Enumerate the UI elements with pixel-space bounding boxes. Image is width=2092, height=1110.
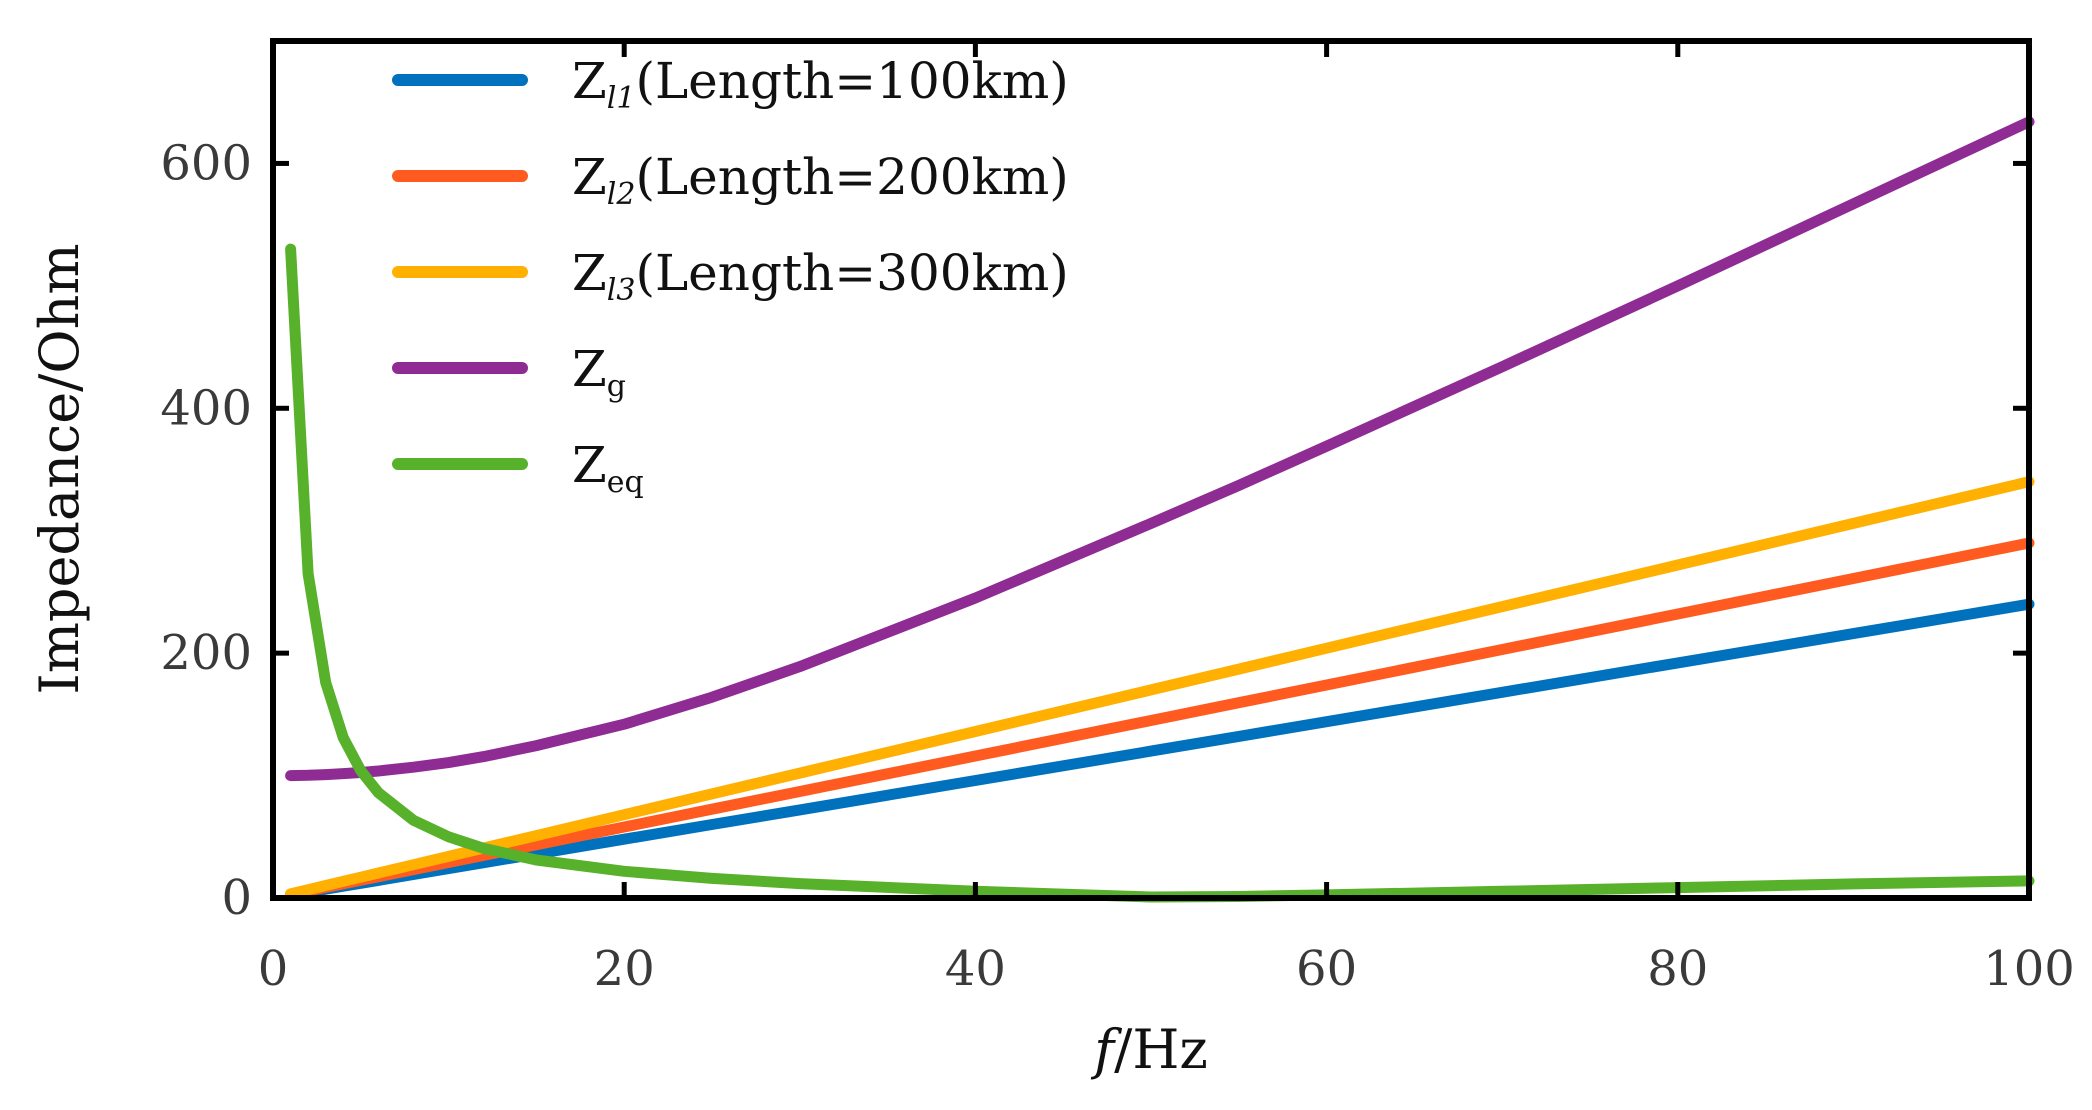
x-axis-label: f/Hz [1090,1018,1208,1081]
x-tick-label-40: 40 [945,941,1006,997]
series-line-l3 [285,476,2035,900]
tick-layer: 0 20 40 60 80 100 0 200 400 600 [160,41,2075,997]
legend-label-l3: Zl3(Length=300km) [572,244,1069,308]
series-line-l1 [285,598,2035,901]
y-tick-label-400: 400 [160,380,252,436]
x-tick-label-60: 60 [1296,941,1357,997]
series-line-eq [285,243,2035,903]
series-line-g [285,116,2035,782]
x-tick-label-20: 20 [594,941,655,997]
series-layer [285,116,2035,903]
legend: Zl1(Length=100km) Zl2(Length=200km) Zl3(Le… [392,52,1069,500]
x-tick-label-0: 0 [258,941,289,997]
y-tick-label-200: 200 [160,625,252,681]
y-tick-label-600: 600 [160,135,252,191]
legend-label-g: Zg [572,340,626,404]
x-tick-label-80: 80 [1647,941,1708,997]
plot-frame [270,38,2032,901]
legend-label-eq: Zeq [572,436,644,500]
series-line-l2 [285,537,2035,900]
y-tick-label-0: 0 [221,870,252,926]
legend-label-l1: Zl1(Length=100km) [572,52,1069,116]
y-axis-label: Impedance/Ohm [28,243,91,694]
legend-label-l2: Zl2(Length=200km) [572,148,1069,212]
x-tick-label-100: 100 [1983,941,2075,997]
